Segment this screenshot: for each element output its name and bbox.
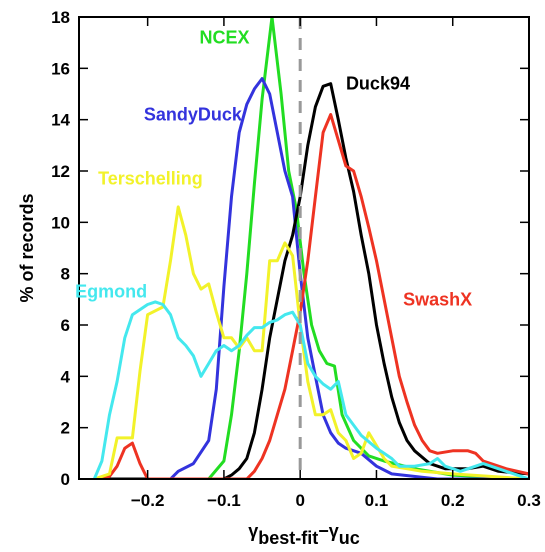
x-tick-label: 0 <box>295 491 304 510</box>
y-tick-label: 18 <box>51 8 70 27</box>
y-axis-title: % of records <box>17 193 37 302</box>
axes-layer: −0.2 −0.1 0 0.1 0.2 0.3 0 2 4 6 8 10 12 14 16 18 <box>51 8 541 510</box>
series-label-terschelling: Terschelling <box>98 169 203 189</box>
x-tick-label: −0.2 <box>131 491 165 510</box>
series-label-duck94: Duck94 <box>346 74 410 94</box>
series-labels-layer: NCEX SandyDuck Duck94 SwashX Terschelling Egm… <box>75 28 472 310</box>
y-tick-label: 10 <box>51 213 70 232</box>
axes-frame <box>78 16 530 480</box>
series-label-sandyduck: SandyDuck <box>144 105 243 125</box>
x-tick-label: 0.1 <box>365 491 389 510</box>
series-line-terschelling <box>93 205 529 479</box>
series-line-egmond <box>92 300 529 479</box>
series-line-duck94 <box>94 82 529 479</box>
y-tick-label: 8 <box>61 265 70 284</box>
series-label-egmond: Egmond <box>75 282 147 302</box>
y-tick-label: 12 <box>51 162 70 181</box>
y-tick-label: 4 <box>61 367 71 386</box>
y-tick-label: 6 <box>61 316 70 335</box>
series-label-ncex: NCEX <box>200 28 250 48</box>
x-axis-title-minus: − <box>318 521 329 541</box>
series-layer <box>92 17 529 479</box>
series-line-swashx <box>94 113 529 479</box>
x-axis-title-gamma-1: γ <box>248 521 258 541</box>
y-tick-label: 2 <box>61 419 70 438</box>
y-tick-label: 16 <box>51 59 70 78</box>
series-label-swashx: SwashX <box>403 289 472 309</box>
y-tick-label: 14 <box>51 111 70 130</box>
x-axis-title-subscript-1: best-fit <box>258 528 318 548</box>
series-line-ncex <box>94 17 529 479</box>
series-line-sandyduck <box>94 77 529 479</box>
x-axis-title: γbest-fit−γuc <box>248 521 360 548</box>
x-axis-title-gamma-2: γ <box>329 521 339 541</box>
x-tick-label: 0.2 <box>441 491 465 510</box>
y-tick-label: 0 <box>61 470 70 489</box>
x-tick-label: −0.1 <box>207 491 241 510</box>
x-axis-title-subscript-2: uc <box>339 528 360 548</box>
x-tick-label: 0.3 <box>517 491 541 510</box>
